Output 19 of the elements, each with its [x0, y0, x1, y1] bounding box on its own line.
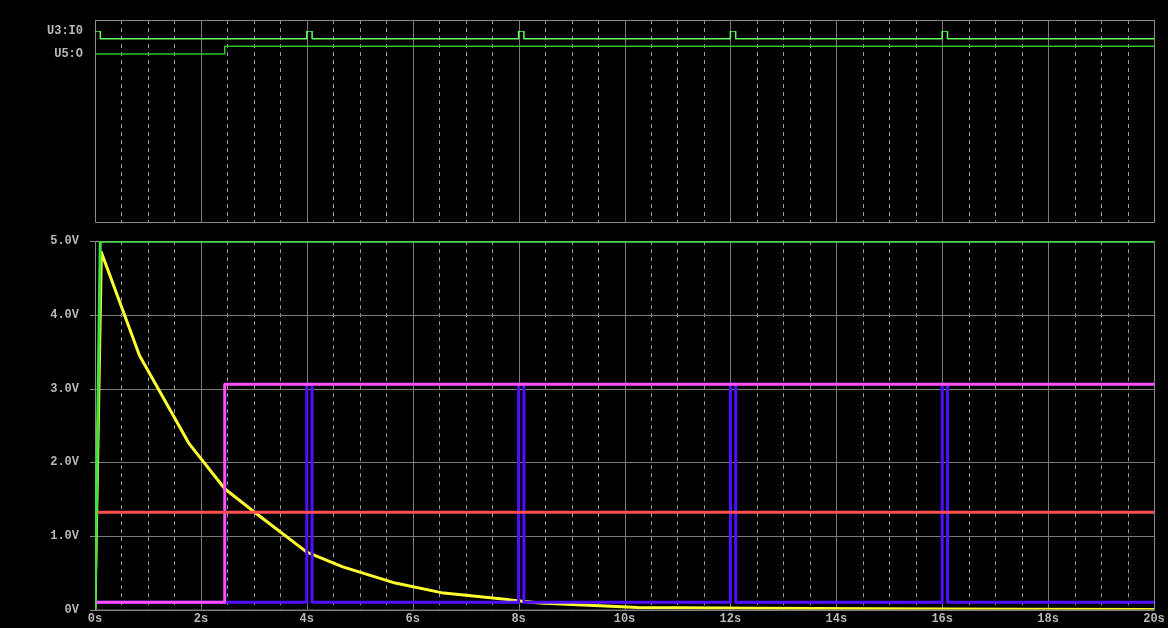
- x-tick-label: 14s: [825, 611, 848, 626]
- x-tick-label: 0s: [87, 611, 103, 626]
- x-tick-label: 4s: [299, 611, 314, 626]
- y-tick-label: 2.0V: [50, 455, 80, 470]
- y-tick-label: 0V: [64, 602, 80, 617]
- x-tick-label: 12s: [719, 611, 742, 626]
- x-tick-label: 10s: [613, 611, 636, 626]
- y-tick-label: 3.0V: [50, 381, 80, 396]
- x-tick-label: 6s: [405, 611, 420, 626]
- x-tick-label: 20s: [1143, 611, 1165, 626]
- series-label: U3:I0: [46, 24, 83, 39]
- y-tick-label: 4.0V: [50, 307, 80, 322]
- y-tick-label: 1.0V: [50, 528, 80, 543]
- x-tick-label: 8s: [511, 611, 526, 626]
- y-tick-label: 5.0V: [50, 234, 80, 249]
- x-tick-label: 18s: [1037, 611, 1059, 626]
- x-tick-label: 2s: [193, 611, 209, 626]
- series-label: U5:O: [54, 46, 83, 61]
- x-tick-label: 16s: [931, 611, 953, 626]
